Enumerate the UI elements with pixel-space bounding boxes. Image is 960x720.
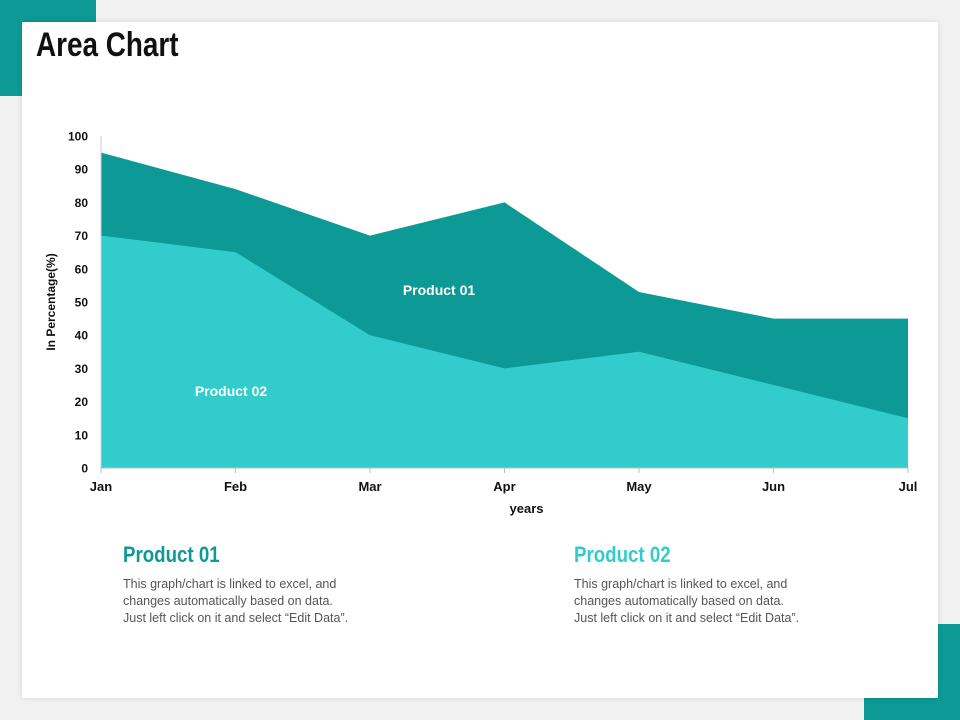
area-chart: 0 10 20 30 40 50 60 70 80 90 100 Jan Feb Mar Apr May Jun… [44,130,917,517]
x-tick-label: Feb [224,479,247,494]
page-title: Area Chart [36,26,179,64]
y-tick-label: 0 [81,462,88,476]
x-axis-title: years [510,501,544,516]
area-series-product02 [101,235,908,468]
caption-line: changes automatically based on data. [123,594,333,608]
x-tick-label: Jan [90,479,112,494]
y-axis-title: In Percentage(%) [44,253,58,350]
series-layer [101,152,908,468]
slide-card: Area Chart 0 10 20 30 40 50 60 70 80 90 100 Jan Feb M… [22,22,938,698]
caption-product02: Product 02 This graph/chart is linked to… [574,542,854,627]
y-tick-label: 10 [75,428,89,442]
y-tick-label: 30 [75,362,89,376]
caption-line: Just left click on it and select “Edit D… [123,611,349,625]
x-tick-label: Jun [762,479,785,494]
series-label-product01: Product 01 [403,282,476,298]
caption-text-product02: This graph/chart is linked to excel, and… [574,576,844,627]
x-tick-label: Jul [899,479,918,494]
caption-heading-product01: Product 01 [123,542,220,567]
y-tick-label: 70 [75,229,89,243]
y-tick-label: 100 [68,130,88,144]
series-label-product02: Product 02 [195,383,268,399]
caption-line: This graph/chart is linked to excel, and [123,577,337,591]
y-tick-label: 20 [75,395,89,409]
x-tick-label: Apr [493,479,515,494]
y-tick-label: 80 [75,196,89,210]
caption-product01: Product 01 This graph/chart is linked to… [123,542,403,627]
caption-line: Just left click on it and select “Edit D… [574,611,800,625]
caption-line: changes automatically based on data. [574,594,784,608]
caption-text-product01: This graph/chart is linked to excel, and… [123,576,393,627]
y-tick-label: 50 [75,296,89,310]
axis-layer: 0 10 20 30 40 50 60 70 80 90 100 Jan Feb Mar Apr May Jun… [68,130,917,495]
y-tick-label: 90 [75,163,89,177]
caption-line: This graph/chart is linked to excel, and [574,577,788,591]
x-tick-label: Mar [358,479,381,494]
y-tick-label: 60 [75,262,89,276]
y-tick-label: 40 [75,329,89,343]
caption-heading-product02: Product 02 [574,542,671,567]
x-tick-label: May [626,479,652,494]
